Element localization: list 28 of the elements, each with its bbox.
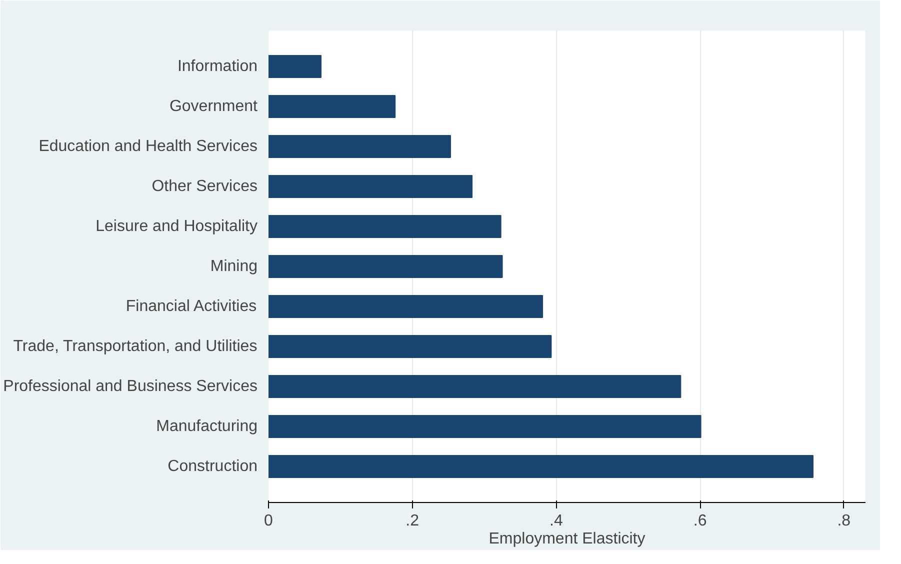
- y-tick-label: Financial Activities: [126, 298, 257, 315]
- bar: [268, 55, 322, 78]
- x-tick-label: .2: [406, 512, 420, 530]
- y-tick-label: Government: [169, 98, 258, 115]
- y-tick-label: Trade, Transportation, and Utilities: [13, 338, 258, 355]
- x-tick-label: 0: [264, 512, 274, 530]
- x-tick-label: .4: [550, 512, 563, 530]
- bar: [268, 335, 552, 358]
- bar: [268, 375, 682, 398]
- y-tick-label: Other Services: [152, 178, 258, 195]
- bar: [268, 295, 544, 318]
- bar: [268, 415, 702, 438]
- bar: [268, 455, 814, 478]
- bar: [268, 175, 473, 198]
- bar: [268, 215, 502, 238]
- bar: [268, 255, 503, 278]
- y-tick-label: Manufacturing: [156, 418, 258, 435]
- x-axis-title: Employment Elasticity: [488, 530, 646, 548]
- y-tick-label: Construction: [168, 458, 258, 475]
- bar: [268, 95, 396, 118]
- y-tick-label: Professional and Business Services: [3, 378, 258, 395]
- y-tick-label: Mining: [210, 258, 258, 275]
- x-tick-label: .8: [837, 512, 851, 530]
- bar: [268, 135, 451, 158]
- x-tick-label: .6: [693, 512, 707, 530]
- y-tick-label: Leisure and Hospitality: [96, 218, 258, 235]
- y-tick-label: Information: [177, 58, 258, 75]
- y-tick-label: Education and Health Services: [38, 138, 258, 155]
